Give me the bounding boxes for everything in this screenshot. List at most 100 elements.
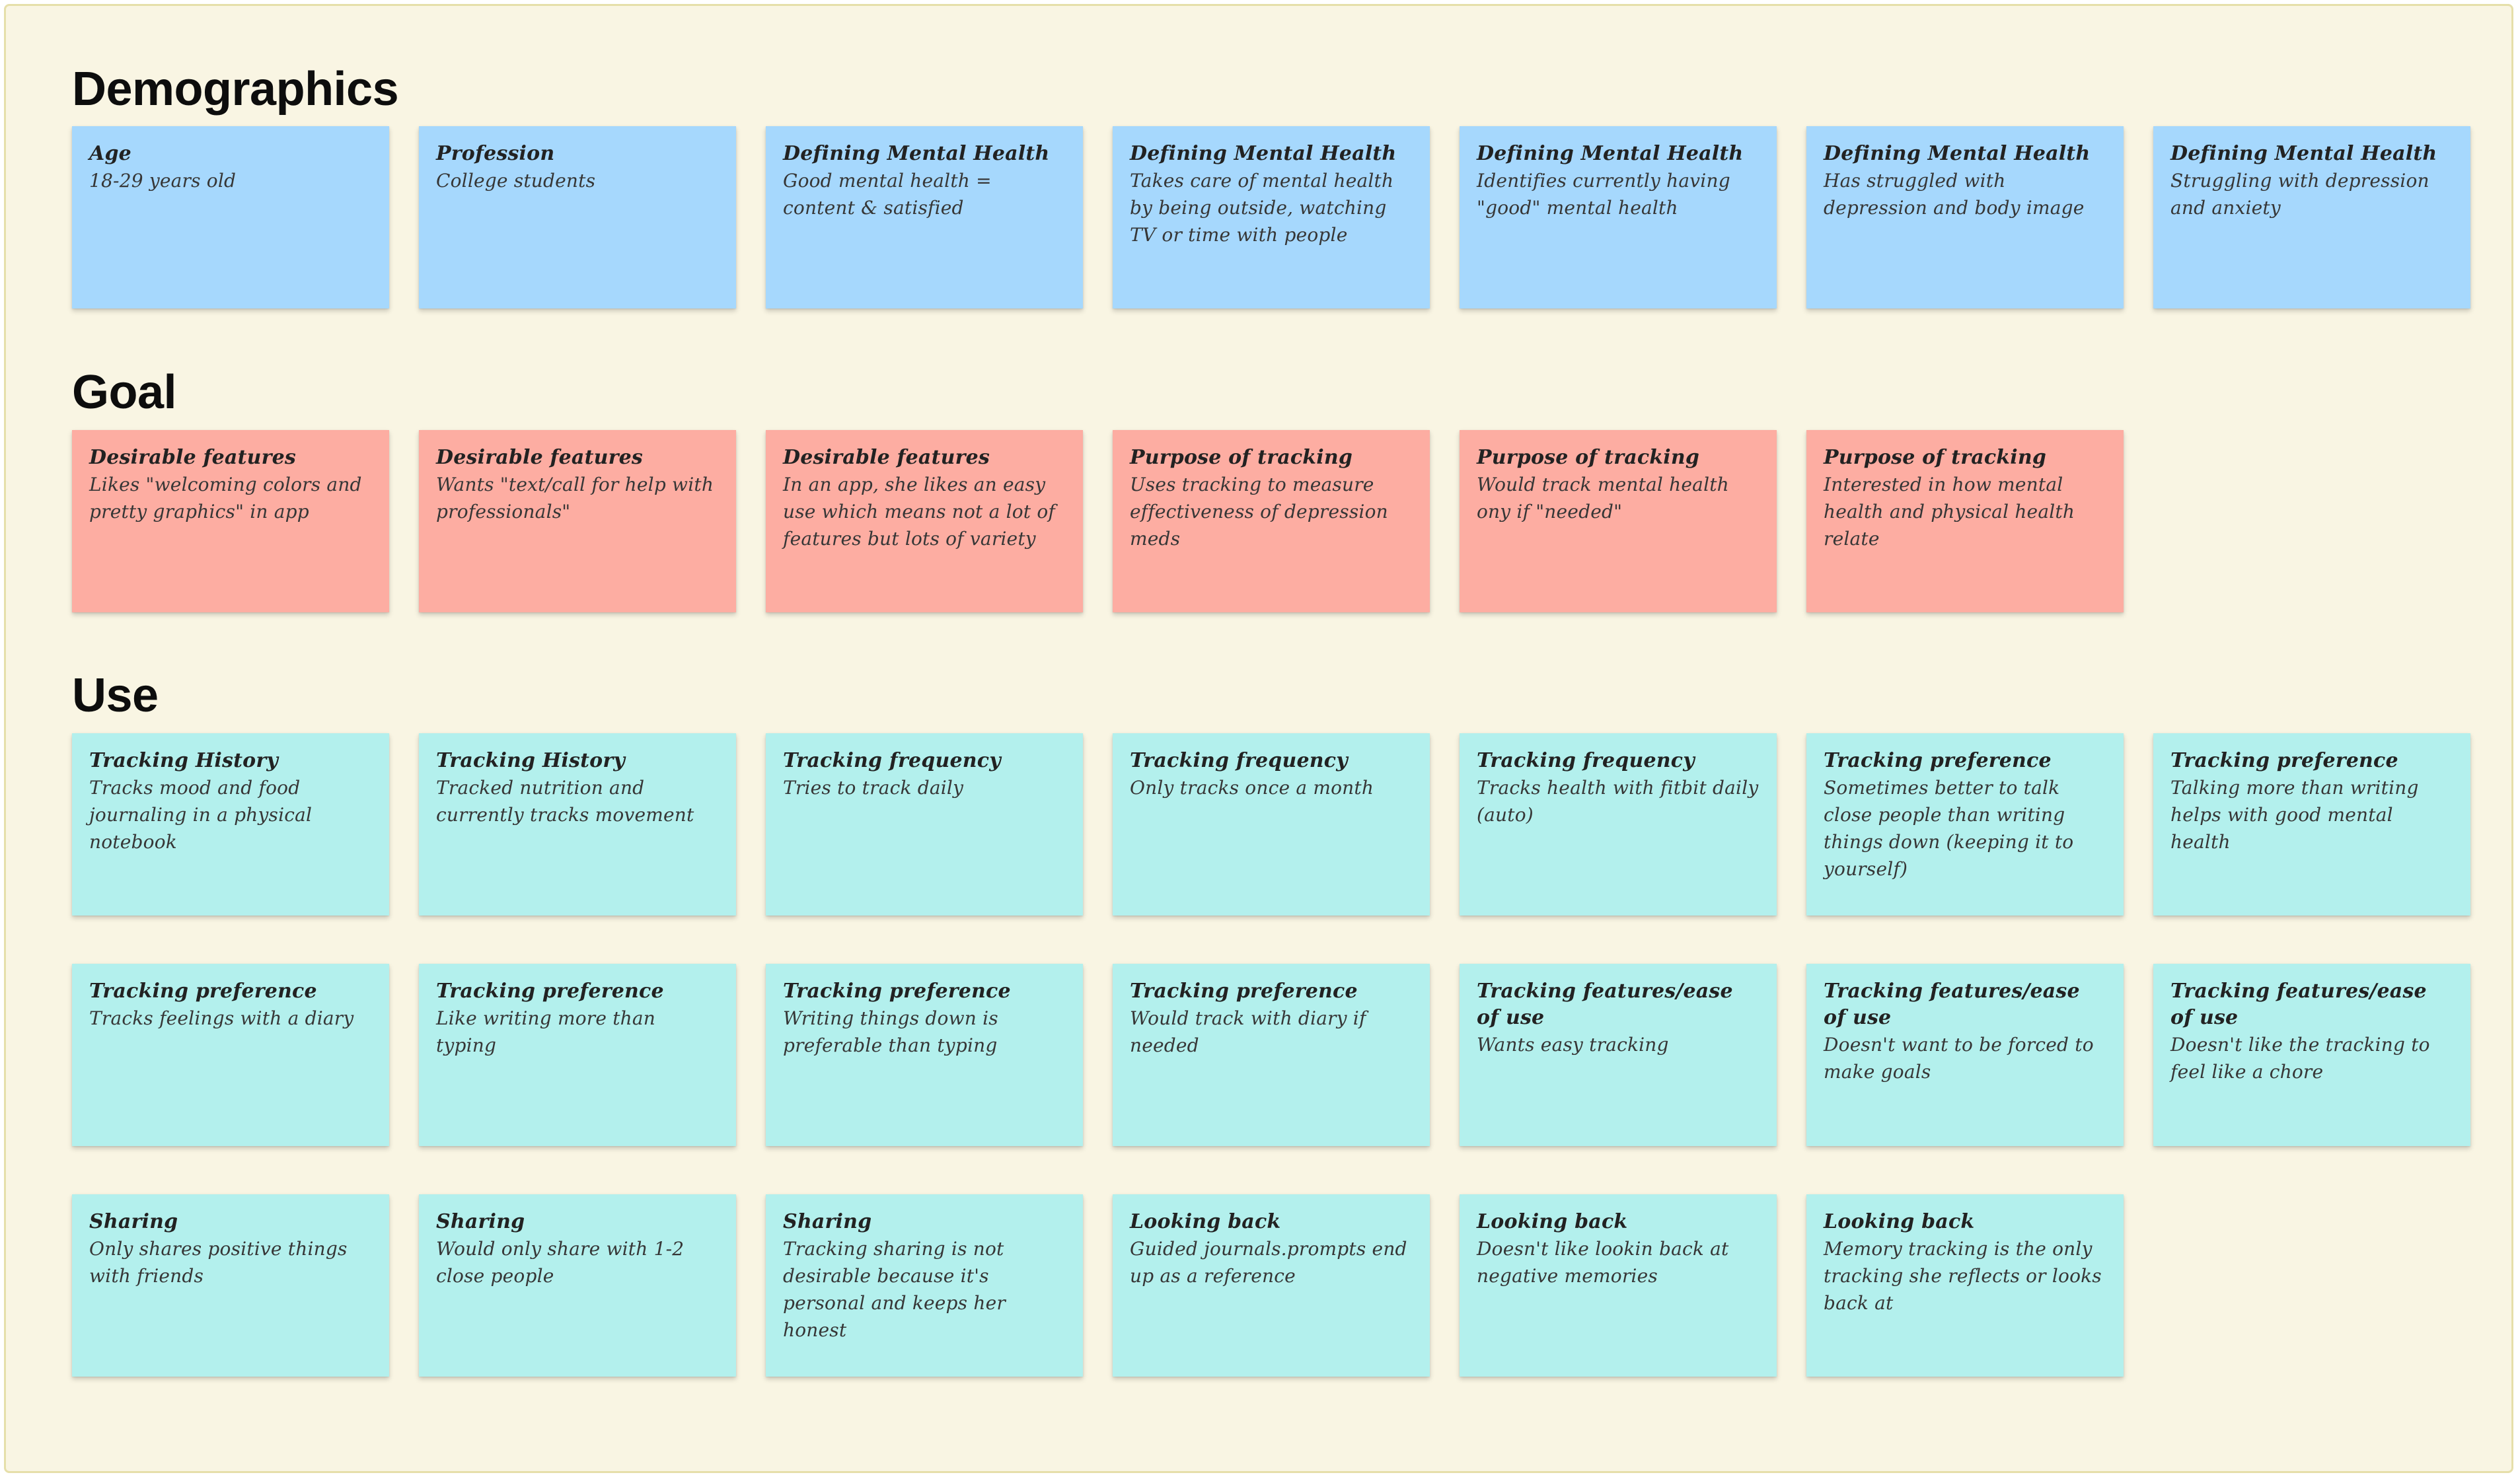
note-title: Tracking preference bbox=[2170, 749, 2398, 772]
use-row-3: Sharing Only shares positive things with … bbox=[72, 1194, 2470, 1377]
note-title: Looking back bbox=[1477, 1210, 1628, 1233]
note-body: Tracked nutrition and currently tracks m… bbox=[436, 777, 694, 826]
sticky-note[interactable]: Tracking preference Sometimes better to t… bbox=[1806, 733, 2124, 916]
note-body: Wants easy tracking bbox=[1477, 1034, 1669, 1056]
use-row-2: Tracking preference Tracks feelings with … bbox=[72, 964, 2470, 1146]
note-title: Age bbox=[89, 142, 131, 165]
sticky-note[interactable]: Tracking frequency Only tracks once a mon… bbox=[1113, 733, 1430, 916]
sticky-note[interactable]: Sharing Would only share with 1-2 close p… bbox=[419, 1194, 736, 1377]
sticky-note[interactable]: Sharing Only shares positive things with … bbox=[72, 1194, 389, 1377]
goal-row: Desirable features Likes "welcoming color… bbox=[72, 430, 2470, 612]
sticky-note[interactable]: Sharing Tracking sharing is not desirable… bbox=[766, 1194, 1083, 1377]
note-body: Doesn't like lookin back at negative mem… bbox=[1477, 1238, 1729, 1287]
note-title: Purpose of tracking bbox=[1824, 446, 2047, 469]
note-body: Only shares positive things with friends bbox=[89, 1238, 348, 1287]
sticky-note[interactable]: Purpose of tracking Would track mental he… bbox=[1460, 430, 1777, 612]
section-title-goal: Goal bbox=[72, 366, 177, 419]
note-title: Sharing bbox=[783, 1210, 872, 1233]
sticky-note[interactable]: Age 18-29 years old bbox=[72, 126, 389, 308]
note-title: Looking back bbox=[1824, 1210, 1975, 1233]
sticky-note[interactable]: Looking back Memory tracking is the only … bbox=[1806, 1194, 2124, 1377]
note-title: Purpose of tracking bbox=[1130, 446, 1353, 469]
sticky-note[interactable]: Tracking preference Would track with diar… bbox=[1113, 964, 1430, 1146]
note-title: Tracking preference bbox=[1130, 980, 1358, 1003]
note-title: Tracking frequency bbox=[783, 749, 1001, 772]
note-title: Tracking frequency bbox=[1477, 749, 1695, 772]
sticky-note[interactable]: Tracking preference Writing things down i… bbox=[766, 964, 1083, 1146]
note-title: Defining Mental Health bbox=[1824, 142, 2091, 165]
sticky-note[interactable]: Defining Mental Health Struggling with de… bbox=[2153, 126, 2470, 308]
note-body: Wants "text/call for help with professio… bbox=[436, 474, 714, 523]
sticky-note[interactable]: Tracking preference Like writing more tha… bbox=[419, 964, 736, 1146]
sticky-note[interactable]: Tracking frequency Tracks health with fit… bbox=[1460, 733, 1777, 916]
note-title: Tracking features/ease of use bbox=[1824, 980, 2080, 1029]
note-body: Likes "welcoming colors and pretty graph… bbox=[89, 474, 362, 523]
section-title-demographics: Demographics bbox=[72, 63, 399, 116]
note-body: Would track mental health ony if "needed… bbox=[1477, 474, 1729, 523]
note-body: Talking more than writing helps with goo… bbox=[2170, 777, 2419, 853]
sticky-note[interactable]: Tracking features/ease of use Doesn't wan… bbox=[1806, 964, 2124, 1146]
whiteboard-canvas[interactable]: Demographics Age 18-29 years old Professi… bbox=[4, 4, 2513, 1473]
sticky-note[interactable]: Defining Mental Health Takes care of ment… bbox=[1113, 126, 1430, 308]
note-body: Identifies currently having "good" menta… bbox=[1477, 170, 1730, 219]
note-title: Desirable features bbox=[89, 446, 297, 469]
sticky-note[interactable]: Looking back Guided journals.prompts end … bbox=[1113, 1194, 1430, 1377]
sticky-note[interactable]: Desirable features Likes "welcoming color… bbox=[72, 430, 389, 612]
note-body: Tracking sharing is not desirable becaus… bbox=[783, 1238, 1006, 1341]
note-body: Has struggled with depression and body i… bbox=[1824, 170, 2085, 219]
sticky-note[interactable]: Tracking features/ease of use Doesn't lik… bbox=[2153, 964, 2470, 1146]
sticky-note[interactable]: Tracking History Tracks mood and food jou… bbox=[72, 733, 389, 916]
note-title: Defining Mental Health bbox=[1477, 142, 1744, 165]
note-body: Tries to track daily bbox=[783, 777, 964, 799]
note-title: Tracking preference bbox=[89, 980, 317, 1003]
sticky-note[interactable]: Desirable features In an app, she likes a… bbox=[766, 430, 1083, 612]
note-body: Writing things down is preferable than t… bbox=[783, 1007, 998, 1056]
note-title: Tracking preference bbox=[436, 980, 664, 1003]
sticky-note[interactable]: Purpose of tracking Interested in how men… bbox=[1806, 430, 2124, 612]
sticky-note[interactable]: Looking back Doesn't like lookin back at … bbox=[1460, 1194, 1777, 1377]
sticky-note[interactable]: Tracking preference Tracks feelings with … bbox=[72, 964, 389, 1146]
note-title: Sharing bbox=[89, 1210, 178, 1233]
sticky-note[interactable]: Tracking features/ease of use Wants easy … bbox=[1460, 964, 1777, 1146]
demographics-row: Age 18-29 years old Profession College stu… bbox=[72, 126, 2470, 308]
note-body: Doesn't like the tracking to feel like a… bbox=[2170, 1034, 2430, 1083]
note-body: Tracks feelings with a diary bbox=[89, 1007, 354, 1029]
note-title: Sharing bbox=[436, 1210, 525, 1233]
note-title: Defining Mental Health bbox=[1130, 142, 1397, 165]
note-title: Tracking frequency bbox=[1130, 749, 1348, 772]
note-title: Defining Mental Health bbox=[2170, 142, 2437, 165]
note-title: Tracking preference bbox=[1824, 749, 2052, 772]
note-body: In an app, she likes an easy use which m… bbox=[783, 474, 1055, 550]
sticky-note[interactable]: Purpose of tracking Uses tracking to meas… bbox=[1113, 430, 1430, 612]
note-body: Guided journals.prompts end up as a refe… bbox=[1130, 1238, 1407, 1287]
note-title: Tracking features/ease of use bbox=[2170, 980, 2427, 1029]
sticky-note[interactable]: Defining Mental Health Identifies current… bbox=[1460, 126, 1777, 308]
sticky-note[interactable]: Tracking frequency Tries to track daily bbox=[766, 733, 1083, 916]
note-body: Would only share with 1-2 close people bbox=[436, 1238, 685, 1287]
note-title: Profession bbox=[436, 142, 555, 165]
note-body: Tracks mood and food journaling in a phy… bbox=[89, 777, 313, 853]
note-body: Takes care of mental health by being out… bbox=[1130, 170, 1394, 246]
note-body: Would track with diary if needed bbox=[1130, 1007, 1366, 1056]
note-title: Desirable features bbox=[783, 446, 990, 469]
note-body: Uses tracking to measure effectiveness o… bbox=[1130, 474, 1388, 550]
note-body: Only tracks once a month bbox=[1130, 777, 1374, 799]
note-title: Desirable features bbox=[436, 446, 644, 469]
note-body: Struggling with depression and anxiety bbox=[2170, 170, 2429, 219]
note-title: Tracking features/ease of use bbox=[1477, 980, 1733, 1029]
sticky-note[interactable]: Defining Mental Health Has struggled with… bbox=[1806, 126, 2124, 308]
sticky-note[interactable]: Desirable features Wants "text/call for h… bbox=[419, 430, 736, 612]
note-title: Defining Mental Health bbox=[783, 142, 1050, 165]
note-body: College students bbox=[436, 170, 596, 192]
note-body: Good mental health = content & satisfied bbox=[783, 170, 992, 219]
note-body: Doesn't want to be forced to make goals bbox=[1824, 1034, 2094, 1083]
sticky-note[interactable]: Tracking preference Talking more than wri… bbox=[2153, 733, 2470, 916]
section-title-use: Use bbox=[72, 669, 159, 722]
sticky-note[interactable]: Tracking History Tracked nutrition and cu… bbox=[419, 733, 736, 916]
note-title: Purpose of tracking bbox=[1477, 446, 1700, 469]
sticky-note[interactable]: Defining Mental Health Good mental health… bbox=[766, 126, 1083, 308]
sticky-note[interactable]: Profession College students bbox=[419, 126, 736, 308]
note-body: Like writing more than typing bbox=[436, 1007, 656, 1056]
note-body: Tracks health with fitbit daily (auto) bbox=[1477, 777, 1759, 826]
note-title: Tracking History bbox=[436, 749, 626, 772]
